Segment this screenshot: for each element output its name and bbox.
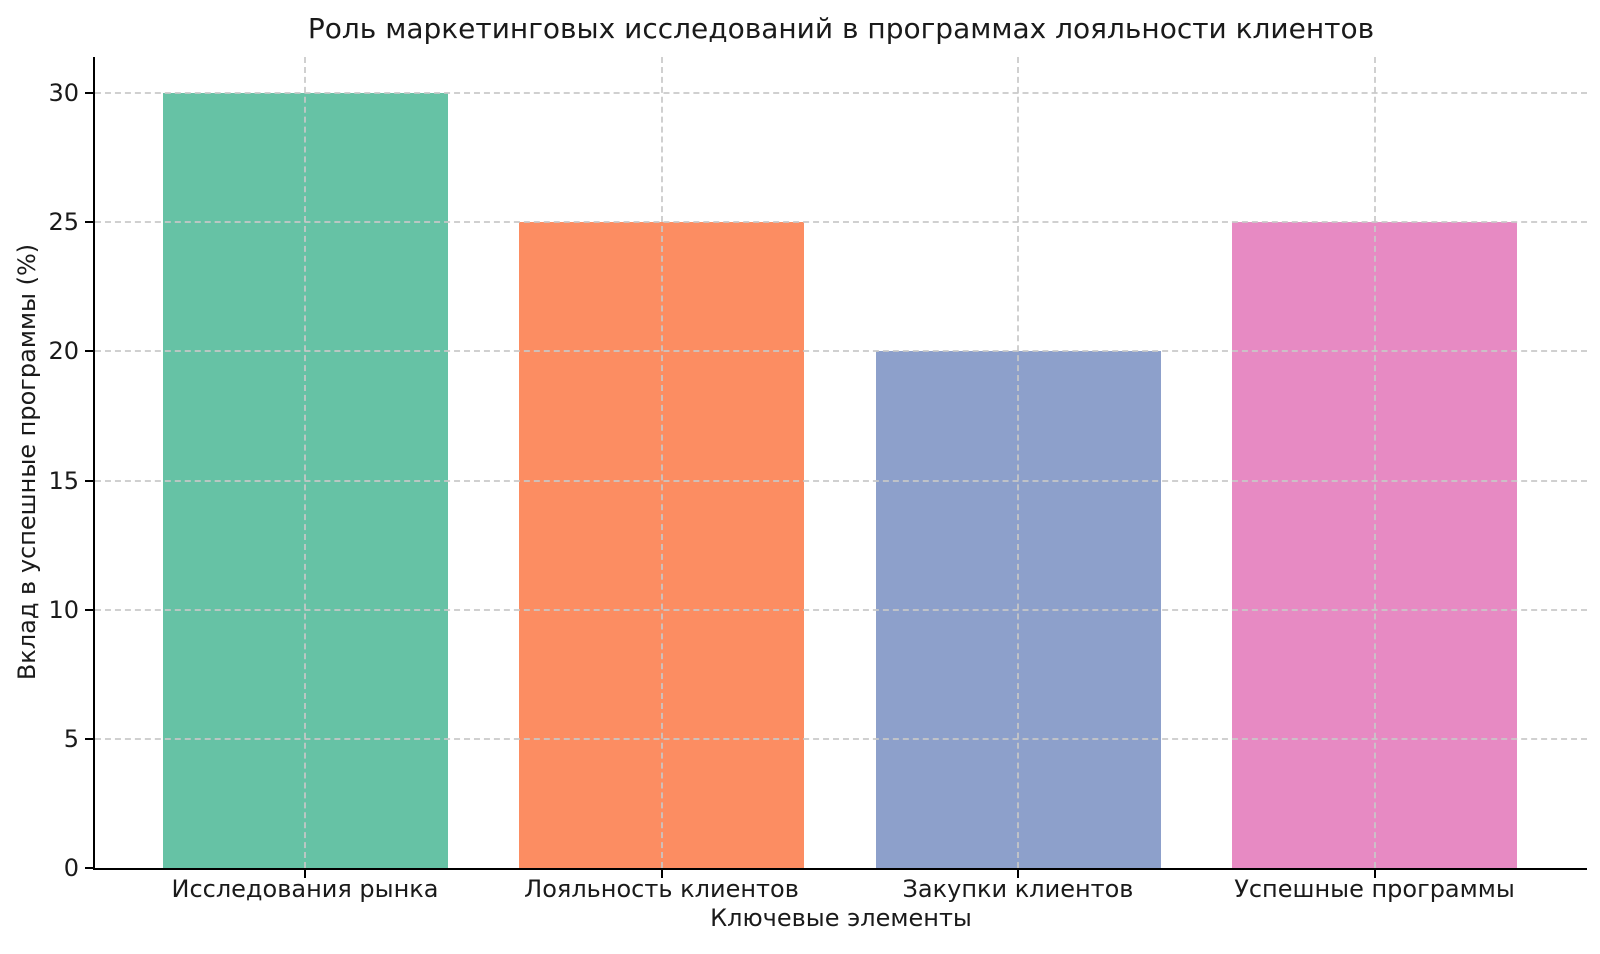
y-gridline (95, 608, 1587, 611)
y-tick-mark (85, 92, 93, 95)
plot-area: 0 5 10 15 20 25 30 Исследования рынка Лояльность… (48, 57, 1587, 903)
y-tick-mark (85, 737, 93, 740)
x-tick-mark (304, 870, 306, 878)
x-tick-label: Исследования рынка (171, 875, 439, 903)
y-tick-label: 5 (63, 724, 79, 753)
y-gridline (95, 737, 1587, 740)
x-tick-label: Закупки клиентов (902, 875, 1134, 903)
y-tick-mark (85, 479, 93, 482)
y-tick-mark (85, 350, 93, 353)
chart-title: Роль маркетинговых исследований в програ… (307, 12, 1375, 45)
x-tick-label: Лояльность клиентов (524, 875, 799, 903)
y-tick-label: 10 (48, 595, 79, 624)
y-gridline (95, 92, 1587, 95)
y-gridline (95, 479, 1587, 482)
y-gridline (95, 350, 1587, 353)
x-tick-label: Успешные программы (1234, 875, 1515, 903)
y-tick-mark (85, 867, 93, 869)
y-tick-label: 0 (63, 854, 79, 882)
x-gridline (1373, 57, 1376, 868)
y-tick-mark (85, 608, 93, 611)
x-gridline (304, 57, 306, 868)
y-tick-label: 20 (48, 337, 79, 366)
y-tick-label: 25 (48, 208, 79, 237)
y-tick-label: 15 (48, 466, 79, 495)
x-tick-mark (1373, 870, 1376, 878)
y-gridline (95, 221, 1587, 224)
x-tick-mark (660, 870, 663, 878)
y-tick-label: 30 (48, 79, 79, 108)
x-gridline (1017, 57, 1019, 868)
x-tick-mark (1017, 870, 1019, 878)
y-tick-mark (85, 221, 93, 224)
x-axis-label: Ключевые элементы (710, 904, 972, 932)
x-gridline (660, 57, 663, 868)
